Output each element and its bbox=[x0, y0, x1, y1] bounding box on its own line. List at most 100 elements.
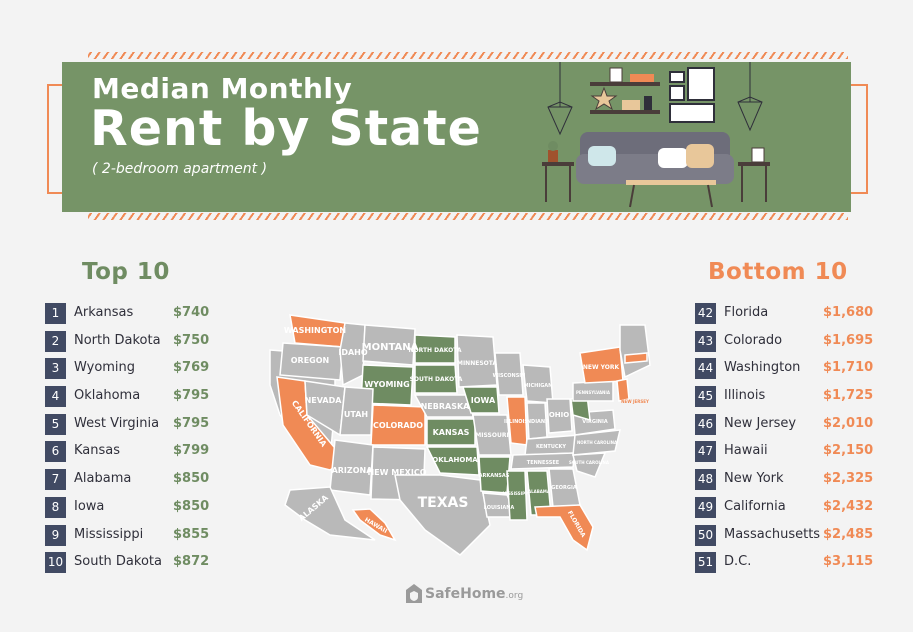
rank-badge: 46 bbox=[695, 413, 716, 435]
map-label-wisconsin: WISCONSIN bbox=[493, 373, 526, 379]
map-state-south-carolina bbox=[572, 452, 607, 478]
rent-value: $799 bbox=[173, 443, 210, 459]
map-state-idaho bbox=[339, 322, 366, 387]
map-label-illinois: ILLINOIS bbox=[504, 419, 528, 425]
map-state-new-jersey bbox=[616, 378, 630, 402]
map-label-nevada: NEVADA bbox=[305, 396, 343, 405]
list-item: 4 Oklahoma $795 bbox=[45, 384, 225, 412]
map-state-ohio bbox=[546, 398, 573, 434]
map-state-minnesota bbox=[456, 334, 498, 388]
map-label-virginia: VIRGINIA bbox=[582, 419, 608, 425]
subtitle: ( 2-bedroom apartment ) bbox=[92, 161, 268, 177]
rent-value: $855 bbox=[173, 526, 210, 542]
map-label-louisiana: LOUISIANA bbox=[484, 505, 515, 511]
state-name: Oklahoma bbox=[74, 388, 141, 404]
rent-value: $2,150 bbox=[823, 443, 874, 459]
list-item: 49 California $2,432 bbox=[695, 495, 875, 523]
map-label-kentucky: KENTUCKY bbox=[536, 444, 566, 450]
map-label-mississippi: MISSISSIPPI bbox=[503, 491, 530, 496]
map-label-missouri: MISSOURI bbox=[475, 432, 508, 439]
rank-badge: 44 bbox=[695, 358, 716, 380]
list-item: 45 Illinois $1,725 bbox=[695, 384, 875, 412]
rank-badge: 2 bbox=[45, 330, 66, 352]
list-item: 7 Alabama $850 bbox=[45, 467, 225, 495]
map-label-montana: MONTANA bbox=[362, 342, 419, 353]
map-label-michigan: MICHIGAN bbox=[524, 383, 553, 389]
map-label-arizona: ARIZONA bbox=[332, 466, 374, 475]
list-item: 3 Wyoming $769 bbox=[45, 356, 225, 384]
map-label-kansas: KANSAS bbox=[433, 428, 470, 437]
map-label-oklahoma: OKLAHOMA bbox=[432, 456, 478, 464]
map-state-hawaii bbox=[351, 508, 397, 542]
hatch-bottom bbox=[88, 213, 848, 220]
state-name: Massachusetts bbox=[724, 526, 821, 542]
rent-value: $1,710 bbox=[823, 360, 874, 376]
map-state-iowa bbox=[461, 386, 500, 414]
state-name: Iowa bbox=[74, 498, 105, 514]
map-label-arkansas: ARKANSAS bbox=[479, 473, 510, 479]
map-label-south-carolina: SOUTH CAROLINA bbox=[569, 460, 610, 465]
rank-badge: 43 bbox=[695, 330, 716, 352]
rank-badge: 51 bbox=[695, 552, 716, 574]
bracket-left bbox=[47, 84, 69, 194]
list-item: 10 South Dakota $872 bbox=[45, 550, 225, 578]
map-region-new-england bbox=[619, 324, 651, 379]
list-item: 44 Washington $1,710 bbox=[695, 356, 875, 384]
rank-badge: 47 bbox=[695, 441, 716, 463]
state-name: California bbox=[724, 498, 786, 514]
top10-heading: Top 10 bbox=[82, 259, 170, 285]
state-name: Wyoming bbox=[74, 360, 136, 376]
state-name: Mississippi bbox=[74, 526, 144, 542]
map-state-texas bbox=[394, 474, 491, 556]
map-label-new-mexico: NEW MEXICO bbox=[367, 468, 426, 477]
list-item: 43 Colorado $1,695 bbox=[695, 329, 875, 357]
state-name: North Dakota bbox=[74, 332, 161, 348]
us-map: WASHINGTON OREGON CALIFORNIA NEVADA IDAH… bbox=[269, 314, 651, 556]
brand-suffix: .org bbox=[505, 591, 524, 601]
rank-badge: 50 bbox=[695, 524, 716, 546]
map-state-alaska bbox=[284, 486, 376, 541]
state-name: Washington bbox=[724, 360, 801, 376]
map-label-idaho: IDAHO bbox=[338, 348, 368, 357]
map-label-north-dakota: NORTH DAKOTA bbox=[408, 347, 461, 354]
list-item: 50 Massachusetts $2,485 bbox=[695, 523, 875, 551]
map-label-iowa: IOWA bbox=[471, 396, 496, 405]
state-name: New Jersey bbox=[724, 415, 797, 431]
rank-badge: 7 bbox=[45, 469, 66, 491]
map-state-wisconsin bbox=[494, 352, 524, 396]
rank-badge: 42 bbox=[695, 303, 716, 324]
list-item: 42 Florida $1,680 bbox=[695, 301, 875, 329]
list-item: 1 Arkansas $740 bbox=[45, 301, 225, 329]
list-item: 48 New York $2,325 bbox=[695, 467, 875, 495]
rank-badge: 9 bbox=[45, 524, 66, 546]
rent-value: $872 bbox=[173, 554, 210, 570]
state-name: West Virginia bbox=[74, 415, 160, 431]
bottom10-list: 42 Florida $1,680 43 Colorado $1,695 44 Washi… bbox=[695, 301, 875, 578]
map-state-oklahoma bbox=[425, 446, 480, 476]
map-state-north-dakota bbox=[414, 334, 456, 364]
list-item: 2 North Dakota $750 bbox=[45, 329, 225, 357]
rent-value: $3,115 bbox=[823, 554, 874, 570]
rent-value: $2,325 bbox=[823, 471, 874, 487]
map-label-utah: UTAH bbox=[344, 410, 368, 419]
title-line2: Rent by State bbox=[90, 100, 482, 157]
list-item: 51 D.C. $3,115 bbox=[695, 550, 875, 578]
map-label-new-jersey: NEW JERSEY bbox=[621, 399, 649, 404]
rent-value: $2,485 bbox=[823, 526, 874, 542]
map-label-texas: TEXAS bbox=[418, 495, 469, 511]
map-state-mississippi bbox=[506, 470, 528, 521]
list-item: 46 New Jersey $2,010 bbox=[695, 412, 875, 440]
state-name: Alabama bbox=[74, 471, 132, 487]
map-label-pennsylvania: PENNSYLVANIA bbox=[576, 390, 611, 395]
rent-value: $2,432 bbox=[823, 498, 874, 514]
map-state-florida bbox=[534, 504, 594, 552]
map-state-massachusetts bbox=[624, 352, 648, 364]
map-label-georgia: GEORGIA bbox=[551, 485, 577, 491]
map-state-arizona bbox=[329, 439, 374, 496]
brand-logo[interactable]: SafeHome.org bbox=[425, 586, 523, 602]
map-label-ohio: OHIO bbox=[549, 411, 569, 419]
list-item: 5 West Virginia $795 bbox=[45, 412, 225, 440]
map-label-nebraska: NEBRASKA bbox=[421, 402, 471, 411]
map-state-arkansas bbox=[478, 456, 511, 494]
bottom10-heading: Bottom 10 bbox=[708, 259, 848, 285]
